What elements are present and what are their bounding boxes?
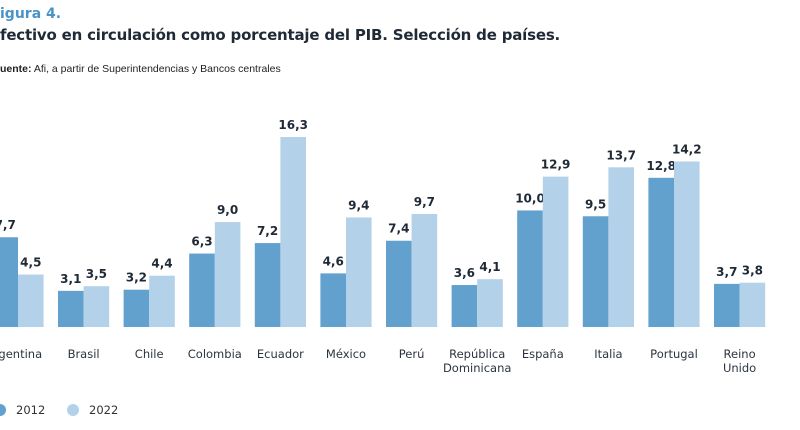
bar-2022 xyxy=(542,176,569,327)
bar-2012 xyxy=(386,240,412,327)
x-tick-label: Perú xyxy=(399,347,425,361)
x-tick-label: Brasil xyxy=(68,347,100,361)
bar-2012 xyxy=(648,177,674,327)
bar-2022 xyxy=(214,222,241,327)
bar-2012 xyxy=(58,290,84,327)
data-label: 9,0 xyxy=(217,203,238,217)
bar-2022 xyxy=(477,279,503,327)
x-tick-label: República xyxy=(449,347,505,361)
data-label: 3,8 xyxy=(742,264,763,278)
bar-2022 xyxy=(411,213,438,327)
data-label: 7,7 xyxy=(0,218,16,232)
data-label: 12,9 xyxy=(541,158,571,172)
x-tick-label: Dominicana xyxy=(443,361,511,375)
chart-title: fectivo en circulación como porcentaje d… xyxy=(0,26,561,44)
legend-marker-2022 xyxy=(67,404,79,416)
legend-marker-2012 xyxy=(0,404,6,416)
x-tick-label: España xyxy=(522,347,564,361)
bar-2022 xyxy=(149,275,175,327)
data-label: 3,1 xyxy=(60,272,81,286)
bar-2022 xyxy=(83,286,110,327)
source-text: Afi, a partir de Superintendencias y Ban… xyxy=(31,63,281,75)
bar-2012 xyxy=(451,285,478,327)
legend-label: 2022 xyxy=(89,403,118,417)
data-label: 9,7 xyxy=(414,195,435,209)
data-label: 6,3 xyxy=(191,235,212,249)
data-label: 3,6 xyxy=(454,266,475,280)
data-label: 7,2 xyxy=(257,224,278,238)
data-label: 9,4 xyxy=(348,198,369,212)
bar-2012 xyxy=(189,253,215,327)
data-label: 4,6 xyxy=(323,254,344,268)
bar-2022 xyxy=(739,282,766,327)
bar-2022 xyxy=(280,137,306,327)
bar-2012 xyxy=(517,210,543,327)
data-label: 16,3 xyxy=(278,118,308,132)
x-tick-label: Colombia xyxy=(188,347,242,361)
data-label: 9,5 xyxy=(585,197,606,211)
data-label: 12,8 xyxy=(646,159,676,173)
x-tick-label: Portugal xyxy=(650,347,698,361)
x-tick-label: Unido xyxy=(723,361,756,375)
x-tick-label: México xyxy=(326,347,366,361)
data-label: 3,5 xyxy=(86,267,107,281)
figure-label: igura 4. xyxy=(0,6,62,22)
data-label: 7,4 xyxy=(388,222,409,236)
bar-2012 xyxy=(582,216,609,327)
bar-2022 xyxy=(18,274,44,327)
x-tick-label: Chile xyxy=(135,347,164,361)
data-label: 4,1 xyxy=(479,260,500,274)
data-label: 14,2 xyxy=(672,142,702,156)
data-label: 3,7 xyxy=(716,265,737,279)
data-label: 4,4 xyxy=(151,257,172,271)
data-label: 13,7 xyxy=(606,148,636,162)
bar-2012 xyxy=(123,289,150,327)
bar-2022 xyxy=(674,161,700,327)
source-label: uente: xyxy=(0,63,32,75)
data-label: 10,0 xyxy=(515,191,545,205)
x-tick-label: Reino xyxy=(724,347,756,361)
bar-2012 xyxy=(0,237,19,327)
legend-label: 2012 xyxy=(16,403,45,417)
bar-2022 xyxy=(608,167,634,327)
data-label: 4,5 xyxy=(20,256,41,270)
x-tick-label: Ecuador xyxy=(257,347,304,361)
bar-2012 xyxy=(320,273,346,327)
x-tick-label: Italia xyxy=(594,347,622,361)
bar-2022 xyxy=(346,217,372,327)
bar-2012 xyxy=(254,243,281,327)
x-tick-label: rgentina xyxy=(0,347,42,361)
bar-2012 xyxy=(714,283,740,327)
data-label: 3,2 xyxy=(126,271,147,285)
source-note: uente: Afi, a partir de Superintendencia… xyxy=(0,63,281,75)
